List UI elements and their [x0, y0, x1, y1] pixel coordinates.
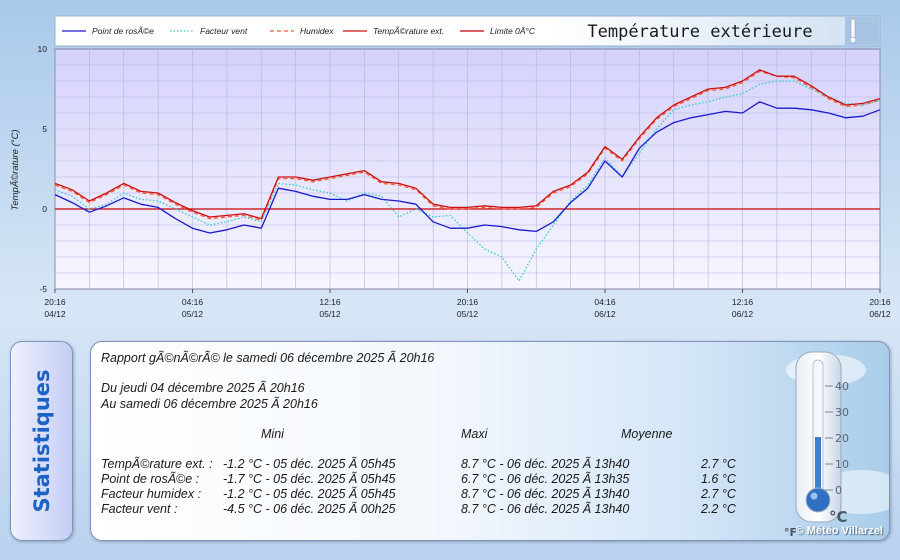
stats-row-mini: -1.2 °C - 05 déc. 2025 Ã 05h45: [223, 457, 396, 471]
legend-label: TempÃ©rature ext.: [373, 26, 444, 36]
x-tick-time: 04:16: [594, 297, 616, 307]
x-tick-time: 04:16: [182, 297, 204, 307]
header-maxi: Maxi: [461, 427, 488, 441]
stats-row-maxi: 8.7 °C - 06 déc. 2025 Ã 13h40: [461, 487, 630, 501]
stats-row-label: Facteur humidex :: [101, 487, 202, 501]
series-line-1: [54, 80, 881, 282]
stats-row-moyenne: 2.7 °C: [701, 457, 736, 471]
stats-row-moyenne: 2.2 °C: [701, 502, 736, 516]
stats-row-label: TempÃ©rature ext. :: [101, 457, 213, 471]
legend: Point de rosÃ©e Facteur vent Humidex TempÃ©…: [54, 15, 881, 47]
x-tick-date: 05/12: [182, 309, 204, 319]
x-tick-time: 12:16: [319, 297, 341, 307]
copyright: © Météo Villarzel: [795, 525, 883, 537]
x-tick-date: 06/12: [732, 309, 754, 319]
header-moyenne: Moyenne: [621, 427, 673, 441]
report-generated: Rapport gÃ©nÃ©rÃ© le samedi 06 décembre …: [101, 351, 435, 365]
thermometer-scale-label: 10: [835, 458, 849, 471]
thermometer-celsius-label: °C: [829, 508, 848, 526]
x-tick-date: 05/12: [319, 309, 341, 319]
statistics-tab-label: Statistiques: [29, 369, 54, 513]
series-line-3: [54, 69, 881, 220]
stats-row-label: Point de rosÃ©e :: [101, 472, 200, 486]
legend-label: Limite 0Â°C: [490, 26, 536, 36]
legend-label: Humidex: [300, 26, 334, 36]
y-tick-label: 0: [42, 204, 47, 214]
stats-row-maxi: 8.7 °C - 06 déc. 2025 Ã 13h40: [461, 502, 630, 516]
thermometer-illustration: 40 30 20 10 0 °C °F: [784, 351, 889, 539]
thermometer-scale-label: 20: [835, 432, 849, 445]
stats-row-moyenne: 2.7 °C: [701, 487, 736, 501]
series-line-0: [54, 101, 881, 234]
statistics-tab[interactable]: Statistiques: [10, 341, 73, 541]
y-axis: 10 5 0 -5: [38, 44, 48, 294]
x-tick-time: 12:16: [732, 297, 754, 307]
header-mini: Mini: [261, 427, 284, 441]
y-tick-label: 10: [38, 44, 48, 54]
x-tick-date: 04/12: [44, 309, 66, 319]
statistics-panel: 40 30 20 10 0 °C °F Rapport gÃ©nÃ©rÃ© le sam…: [90, 341, 890, 541]
y-axis-label: TempÃ©rature (°C): [10, 129, 21, 210]
x-tick-date: 05/12: [457, 309, 479, 319]
thermometer-scale-label: 40: [835, 380, 849, 393]
x-tick-time: 20:16: [869, 297, 891, 307]
x-axis: 20:16 04/12 04:16 05/12 12:16 05/12 20:16 05/12…: [44, 289, 891, 319]
thermometer-fahrenheit-label: °F: [784, 526, 797, 539]
period-to: Au samedi 06 décembre 2025 Ã 20h16: [101, 397, 318, 411]
legend-label: Point de rosÃ©e: [92, 26, 154, 36]
thermometer-scale-label: 30: [835, 406, 849, 419]
y-tick-label: 5: [42, 124, 47, 134]
legend-label: Facteur vent: [200, 26, 248, 36]
series-layer: [54, 69, 881, 282]
stats-row-moyenne: 1.6 °C: [701, 472, 736, 486]
x-tick-time: 20:16: [457, 297, 479, 307]
stats-row-mini: -1.7 °C - 05 déc. 2025 Ã 05h45: [223, 472, 396, 486]
stats-row-maxi: 8.7 °C - 06 déc. 2025 Ã 13h40: [461, 457, 630, 471]
x-tick-time: 20:16: [44, 297, 66, 307]
stats-row-label: Facteur vent :: [101, 502, 178, 516]
grid-lines: [54, 48, 881, 290]
stats-row-mini: -4.5 °C - 06 déc. 2025 Ã 00h25: [223, 502, 396, 516]
thermometer-scale-label: 0: [835, 484, 842, 497]
stats-row-mini: -1.2 °C - 05 déc. 2025 Ã 05h45: [223, 487, 396, 501]
x-tick-date: 06/12: [869, 309, 891, 319]
chart-title: Température extérieure: [587, 22, 812, 42]
series-line-2: [54, 70, 881, 221]
period-from: Du jeudi 04 décembre 2025 Ã 20h16: [101, 381, 305, 395]
stats-row-maxi: 6.7 °C - 06 déc. 2025 Ã 13h35: [461, 472, 630, 486]
x-tick-date: 06/12: [594, 309, 616, 319]
y-tick-label: -5: [39, 284, 47, 294]
